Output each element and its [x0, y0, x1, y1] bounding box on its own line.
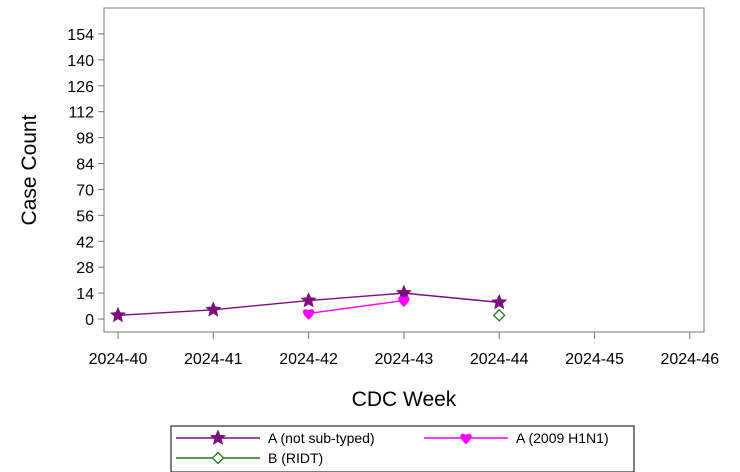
data-point [205, 301, 222, 317]
y-tick-label: 42 [76, 234, 94, 251]
x-tick-label: 2024-44 [470, 351, 529, 368]
series-line [308, 299, 404, 315]
y-tick-label: 28 [76, 260, 94, 277]
data-point [490, 293, 508, 310]
y-tick-label: 0 [85, 312, 94, 329]
y-tick-label: 154 [67, 27, 94, 44]
y-tick-label: 98 [76, 131, 94, 148]
legend: A (not sub-typed) A (2009 H1N1) B (RIDT) [170, 425, 635, 472]
x-tick-label: 2024-45 [565, 351, 624, 368]
data-point [300, 291, 317, 308]
legend-entry: A (not sub-typed) [176, 429, 375, 446]
x-tick-label: 2024-43 [375, 351, 434, 368]
y-axis-title: Case Count [18, 114, 41, 225]
data-point [492, 308, 506, 322]
legend-label: A (not sub-typed) [268, 430, 375, 446]
series-2 [302, 296, 410, 320]
plot-frame [103, 7, 705, 333]
y-tick-label: 70 [76, 182, 94, 199]
data-point [398, 296, 410, 307]
x-tick-label: 2024-40 [89, 351, 148, 368]
x-axis-ticks: 2024-40 2024-41 2024-42 2024-43 2024-44 2024-… [89, 332, 719, 368]
series-1 [109, 284, 508, 323]
legend-label: B (RIDT) [268, 450, 323, 466]
data-point [109, 306, 127, 323]
legend-label: A (2009 H1N1) [516, 430, 609, 446]
legend-marker [209, 429, 227, 445]
x-axis-title: CDC Week [352, 388, 457, 411]
legend-marker [211, 451, 225, 465]
y-tick-label: 56 [76, 208, 94, 225]
y-tick-label: 140 [67, 53, 94, 70]
legend-box [170, 425, 635, 472]
series-layer [109, 284, 508, 323]
data-point [395, 284, 413, 301]
data-point [302, 309, 315, 320]
series-3 [492, 308, 506, 322]
legend-entry: A (2009 H1N1) [424, 430, 609, 446]
x-tick-label: 2024-41 [184, 351, 243, 368]
x-tick-label: 2024-46 [660, 351, 719, 368]
x-tick-label: 2024-42 [279, 351, 338, 368]
y-tick-label: 14 [76, 286, 94, 303]
y-axis-ticks: 0 14 28 42 56 70 84 98 112 126 140 154 [67, 27, 104, 329]
y-tick-label: 112 [68, 105, 94, 122]
legend-marker [460, 433, 472, 445]
legend-entry: B (RIDT) [176, 450, 323, 466]
y-tick-label: 84 [76, 157, 94, 174]
y-tick-label: 126 [67, 79, 94, 96]
